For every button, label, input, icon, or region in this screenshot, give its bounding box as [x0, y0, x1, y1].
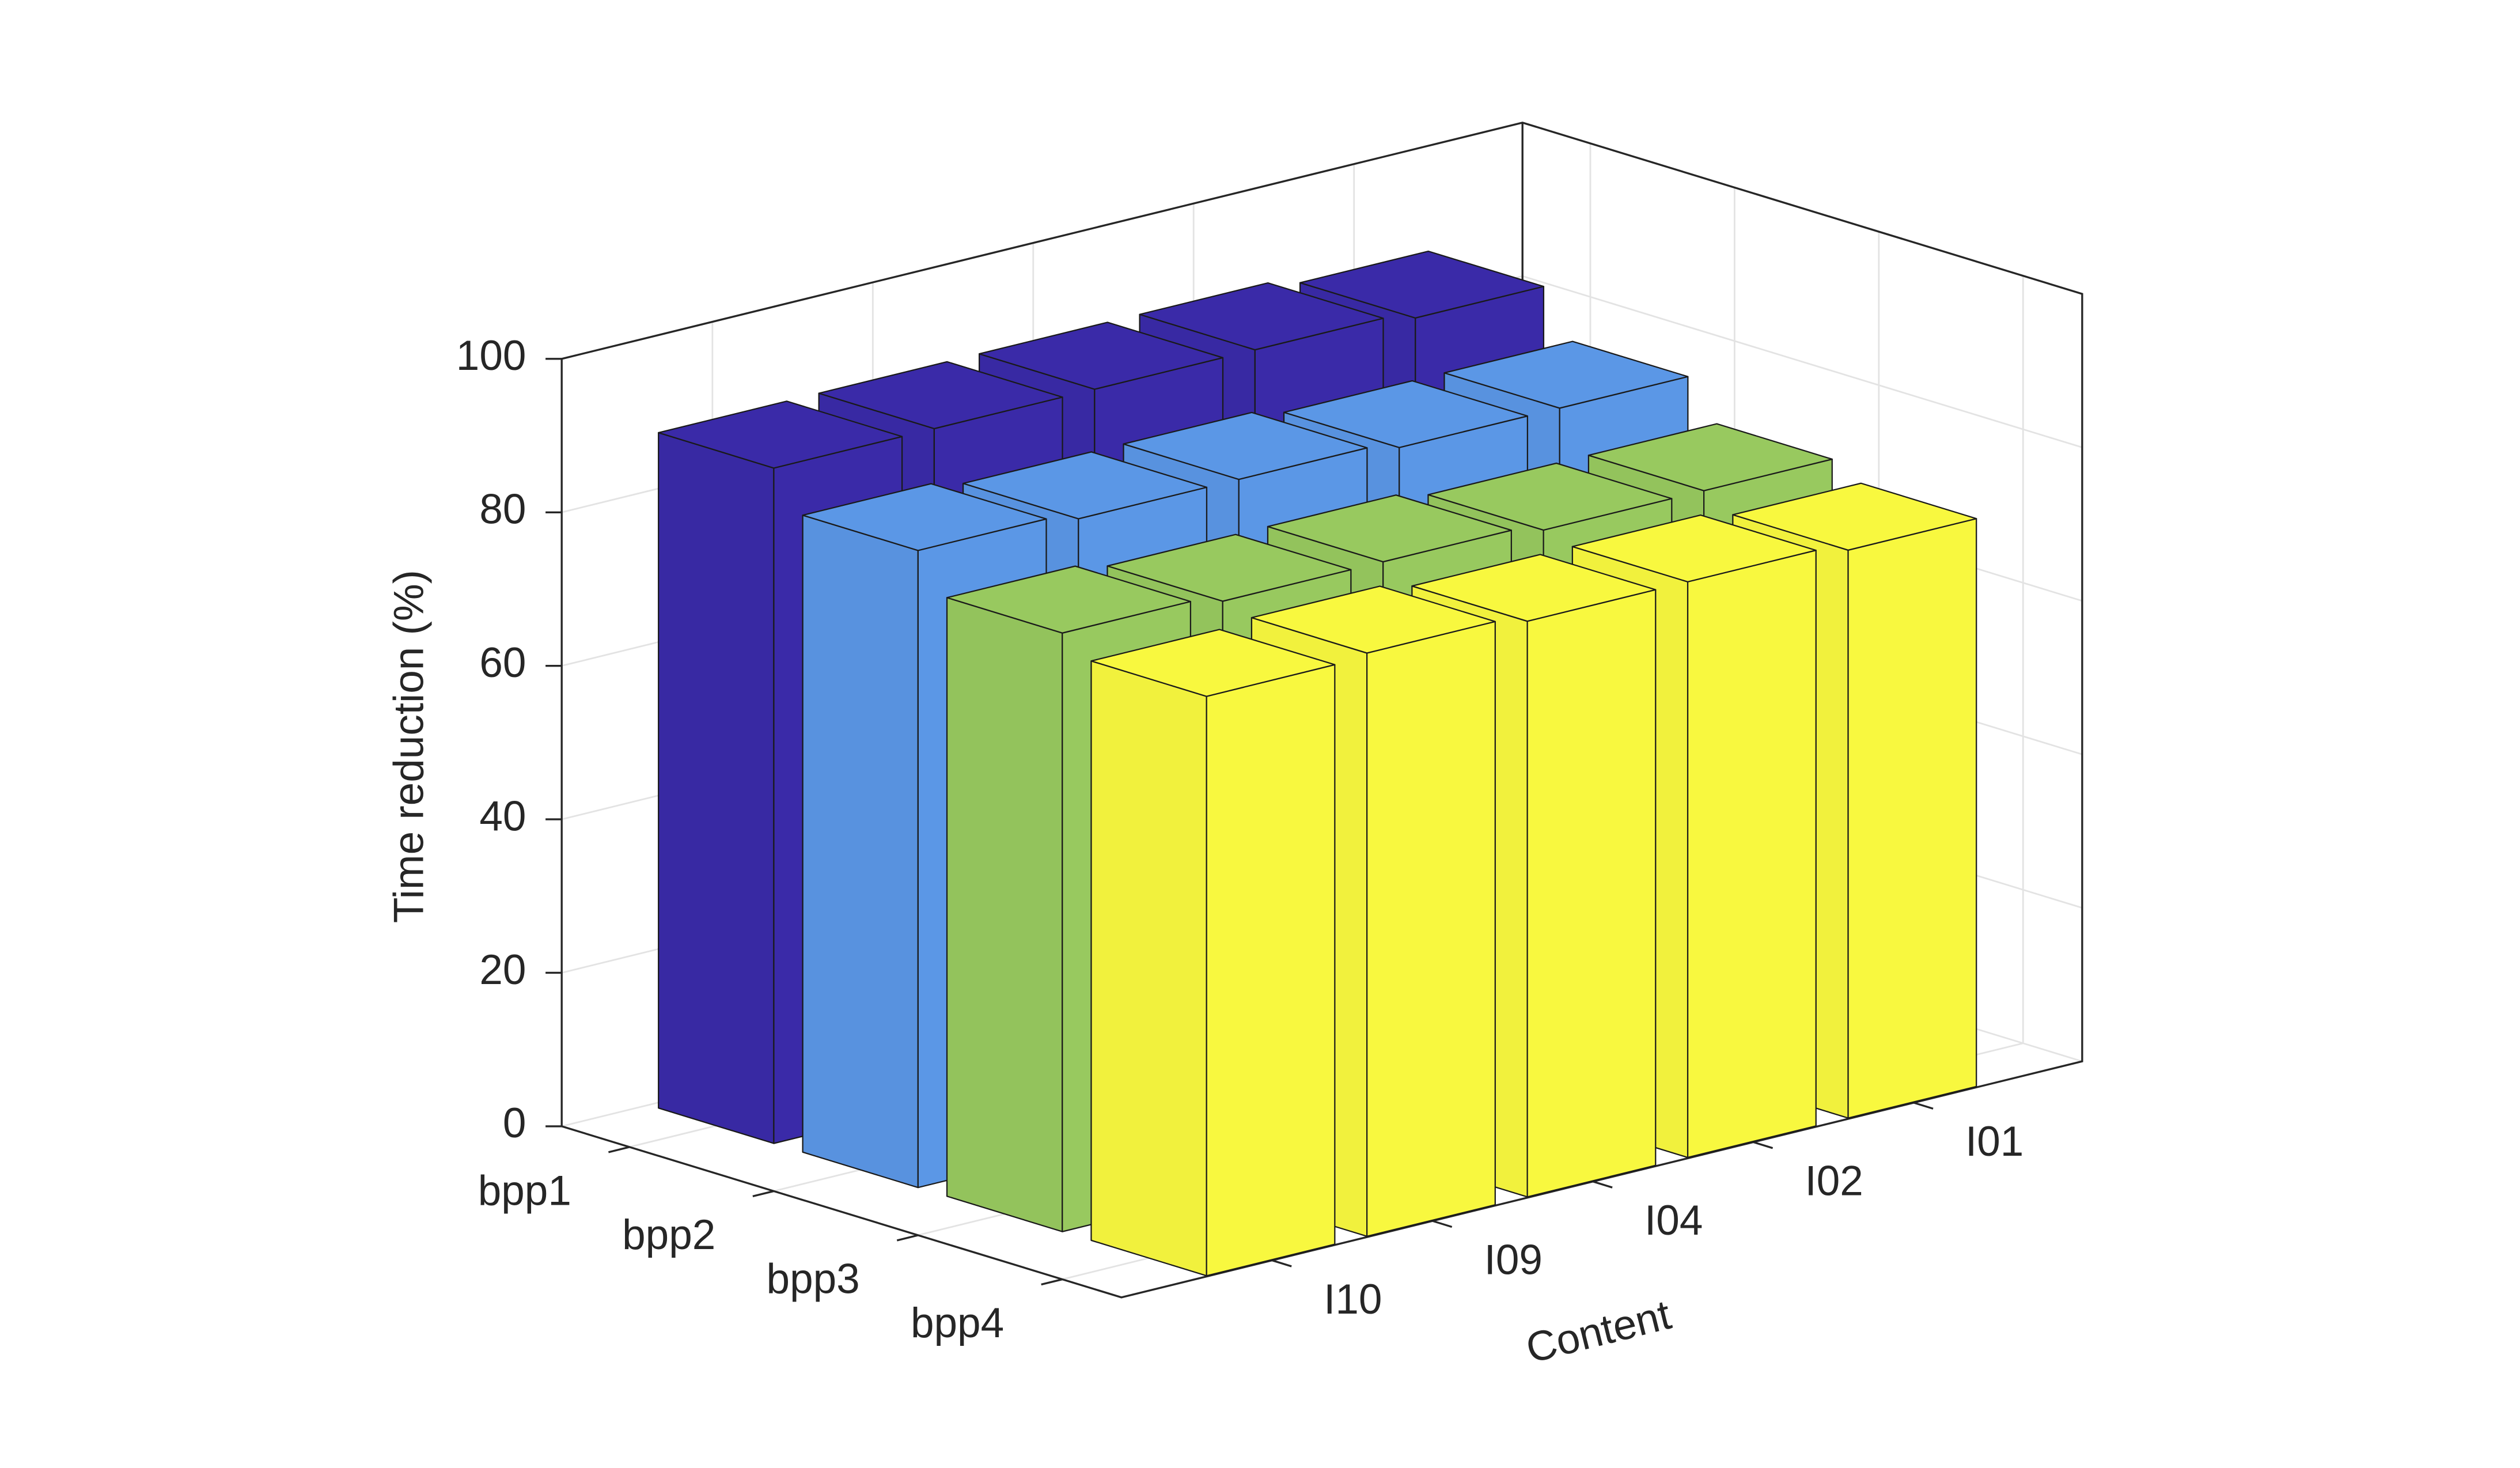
y-tick	[752, 1190, 774, 1198]
x-tick	[1272, 1259, 1292, 1268]
bar-top	[1250, 585, 1496, 654]
z-tick-label: 80	[479, 486, 526, 533]
bar-front	[1206, 664, 1336, 1277]
bar-top	[962, 451, 1208, 520]
x-tick	[1432, 1220, 1453, 1228]
x-tick-label: I10	[1324, 1276, 1382, 1323]
x-axis-label: Content	[1521, 1291, 1675, 1372]
bar-top	[1299, 250, 1545, 319]
bar-side	[802, 514, 919, 1189]
x-tick	[1913, 1102, 1934, 1110]
bar-top	[1106, 534, 1352, 602]
bar-front	[1526, 589, 1657, 1198]
bar-top	[1587, 423, 1833, 491]
z-tick-label: 0	[503, 1100, 526, 1147]
bar-top	[1139, 282, 1384, 351]
y-tick	[896, 1234, 919, 1242]
z-tick-label: 60	[479, 640, 526, 686]
bar-top	[1267, 494, 1512, 563]
x-tick	[1753, 1141, 1774, 1149]
x-tick-label: I01	[1965, 1118, 2023, 1165]
bar-top	[1571, 514, 1817, 582]
z-tick-label: 40	[479, 793, 526, 839]
bar-top	[1443, 340, 1689, 409]
bar-top	[818, 361, 1063, 430]
x-tick-label: I02	[1805, 1158, 1863, 1205]
y-tick	[608, 1146, 630, 1153]
bar-layer	[658, 250, 1977, 1277]
bar-top	[1123, 411, 1368, 480]
x-tick	[1593, 1181, 1613, 1189]
bar-top	[658, 400, 903, 469]
x-tick-label: I04	[1644, 1197, 1703, 1244]
y-tick	[1041, 1278, 1063, 1286]
bar-top	[1427, 462, 1673, 531]
y-tick-label: bpp4	[911, 1300, 1004, 1346]
label-layer: Time reduction (%) Content 0 20 40 60 80 100 I…	[386, 332, 2024, 1372]
bar-top	[1090, 629, 1336, 697]
z-axis-label: Time reduction (%)	[386, 570, 433, 923]
bar-side	[658, 432, 775, 1144]
bar-top	[946, 565, 1192, 634]
bar-top	[978, 321, 1224, 390]
y-tick-label: bpp3	[767, 1256, 860, 1303]
bar-top	[1732, 482, 1977, 551]
y-tick-label: bpp1	[478, 1167, 571, 1214]
bar-side	[946, 597, 1063, 1232]
bar-front	[1687, 550, 1817, 1159]
axis-line	[560, 122, 2083, 1299]
bar-top	[1411, 554, 1657, 622]
bar-side	[1090, 660, 1207, 1277]
y-tick-label: bpp2	[622, 1212, 715, 1258]
z-tick-label: 20	[479, 947, 526, 993]
bar-top	[1283, 380, 1529, 448]
x-tick-label: I09	[1484, 1236, 1543, 1283]
bar-front	[1366, 621, 1496, 1237]
bar-top	[802, 483, 1047, 551]
z-tick-label: 100	[456, 332, 526, 379]
bar-front	[1847, 518, 1977, 1119]
